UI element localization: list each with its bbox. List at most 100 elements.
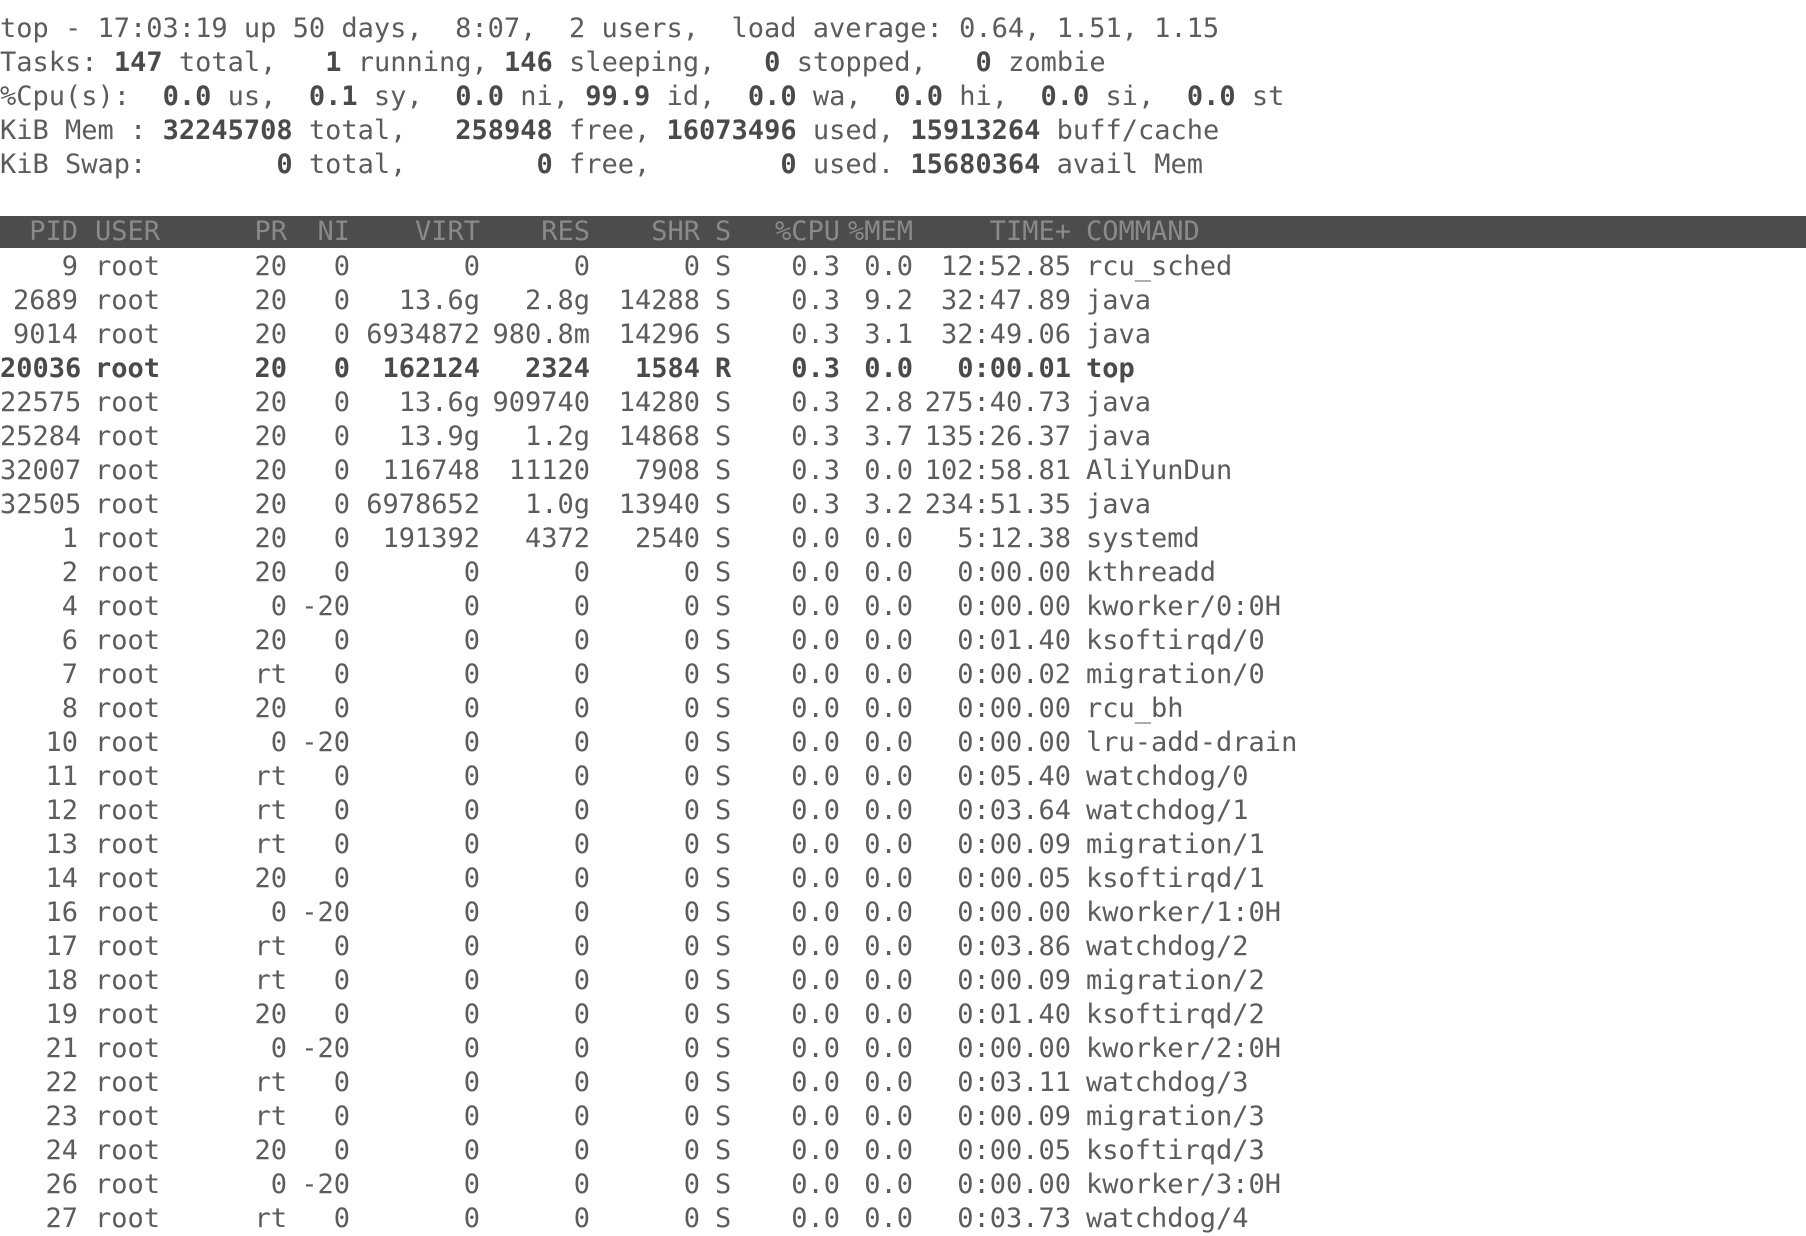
cell-shr: 0 — [683, 693, 700, 724]
cell-time: 0:00.00 — [957, 897, 1071, 928]
cell-pr: rt — [254, 1203, 287, 1234]
cell-time: 32:49.06 — [940, 319, 1071, 350]
cell-shr: 0 — [683, 761, 700, 792]
table-row: 25284 root 20 0 13.9g 1.2g 14868 S 0.3 3.7 135:26.… — [0, 420, 1806, 454]
cell-command: java — [1086, 387, 1152, 418]
cell-user: root — [95, 1135, 161, 1166]
cell-cpu: 0.0 — [791, 931, 840, 962]
cell-state: S — [715, 795, 732, 826]
cell-user: root — [95, 285, 161, 316]
cell-shr: 0 — [683, 999, 700, 1030]
cell-virt: 0 — [463, 795, 480, 826]
cell-mem: 3.7 — [864, 421, 913, 452]
cell-mem: 0.0 — [864, 1169, 913, 1200]
cell-state: S — [715, 421, 732, 452]
cell-ni: 0 — [333, 421, 350, 452]
cell-user: root — [95, 557, 161, 588]
cell-state: S — [715, 727, 732, 758]
cell-cpu: 0.0 — [791, 795, 840, 826]
cell-cpu: 0.3 — [791, 319, 840, 350]
cell-pr: rt — [254, 761, 287, 792]
cell-state: S — [715, 659, 732, 690]
cell-virt: 0 — [463, 1101, 480, 1132]
cell-command: rcu_bh — [1086, 693, 1184, 724]
cell-command: java — [1086, 421, 1152, 452]
table-row: 32007 root 20 0 116748 11120 7908 S 0.3 0.0 102:58… — [0, 454, 1806, 488]
cell-res: 0 — [573, 795, 590, 826]
mem-total: 32245708 — [162, 115, 293, 146]
cell-time: 234:51.35 — [924, 489, 1071, 520]
cell-cpu: 0.0 — [791, 829, 840, 860]
cell-shr: 0 — [683, 557, 700, 588]
table-row: 26 root 0 -20 0 0 0 S 0.0 0.0 0:00.00 kworker/3:0H — [0, 1168, 1806, 1202]
cpu-si: 0.0 — [1040, 81, 1090, 112]
cell-pid: 32505 — [0, 489, 82, 520]
cell-ni: 0 — [333, 387, 350, 418]
cell-shr: 0 — [683, 625, 700, 656]
cell-mem: 0.0 — [864, 523, 913, 554]
table-row: 4 root 0 -20 0 0 0 S 0.0 0.0 0:00.00 kworker/0:0H — [0, 590, 1806, 624]
cell-virt: 0 — [463, 897, 480, 928]
cell-ni: -20 — [301, 727, 350, 758]
cell-virt: 0 — [463, 727, 480, 758]
cell-user: root — [95, 897, 161, 928]
cell-state: S — [715, 1067, 732, 1098]
cell-command: ksoftirqd/2 — [1086, 999, 1265, 1030]
cell-res: 0 — [573, 1203, 590, 1234]
cell-res: 980.8m — [492, 319, 590, 350]
cell-state: S — [715, 1203, 732, 1234]
cell-state: S — [715, 897, 732, 928]
cell-command: lru-add-drain — [1086, 727, 1298, 758]
cell-shr: 0 — [683, 659, 700, 690]
cell-virt: 0 — [463, 251, 480, 282]
cell-time: 0:00.00 — [957, 591, 1071, 622]
cell-pr: 0 — [270, 591, 287, 622]
cell-virt: 0 — [463, 1169, 480, 1200]
cell-shr: 0 — [683, 1101, 700, 1132]
cell-ni: 0 — [333, 795, 350, 826]
column-header-res: RES — [541, 216, 590, 247]
cell-user: root — [95, 999, 161, 1030]
cell-mem: 0.0 — [864, 659, 913, 690]
cell-shr: 0 — [683, 965, 700, 996]
cell-time: 12:52.85 — [940, 251, 1071, 282]
cell-user: root — [95, 659, 161, 690]
cell-time: 0:03.86 — [957, 931, 1071, 962]
cell-res: 1.2g — [524, 421, 590, 452]
cell-pid: 7 — [61, 659, 78, 690]
cell-pid: 16 — [45, 897, 78, 928]
cell-mem: 9.2 — [864, 285, 913, 316]
cell-pr: 20 — [254, 693, 287, 724]
cell-command: top — [1086, 353, 1135, 384]
cell-command: kworker/3:0H — [1086, 1169, 1282, 1200]
cell-mem: 0.0 — [864, 625, 913, 656]
cell-time: 0:00.09 — [957, 1101, 1071, 1132]
cell-res: 0 — [573, 965, 590, 996]
cell-mem: 0.0 — [864, 761, 913, 792]
cell-user: root — [95, 863, 161, 894]
cell-command: watchdog/2 — [1086, 931, 1249, 962]
cell-pr: rt — [254, 795, 287, 826]
table-row: 7 root rt 0 0 0 0 S 0.0 0.0 0:00.02 migration/0 — [0, 658, 1806, 692]
cell-ni: 0 — [333, 251, 350, 282]
cell-mem: 0.0 — [864, 863, 913, 894]
cell-cpu: 0.0 — [791, 523, 840, 554]
cell-pid: 11 — [45, 761, 78, 792]
cell-state: S — [715, 455, 732, 486]
cell-shr: 14280 — [618, 387, 700, 418]
cell-pr: 20 — [254, 999, 287, 1030]
tasks-total: 147 — [113, 47, 163, 78]
cell-pr: rt — [254, 659, 287, 690]
cell-state: R — [715, 353, 732, 384]
cell-user: root — [95, 523, 161, 554]
cell-virt: 0 — [463, 1033, 480, 1064]
cell-pr: rt — [254, 965, 287, 996]
cell-res: 2324 — [524, 353, 590, 384]
column-header-ni: NI — [317, 216, 350, 247]
mem-buff-cache: 15913264 — [910, 115, 1041, 146]
cell-state: S — [715, 489, 732, 520]
cell-virt: 6978652 — [366, 489, 480, 520]
cell-time: 0:01.40 — [957, 625, 1071, 656]
cell-virt: 13.6g — [398, 285, 480, 316]
cell-res: 1.0g — [524, 489, 590, 520]
